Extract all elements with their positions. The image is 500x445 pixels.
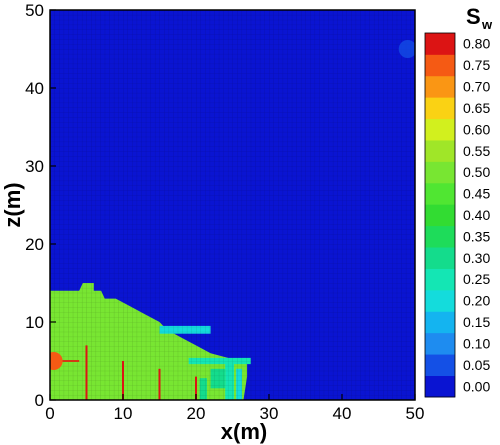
colorbar-swatch [425, 289, 455, 312]
colorbar-swatch [425, 311, 455, 334]
colorbar-swatch [425, 75, 455, 98]
x-axis-label: x(m) [221, 419, 267, 444]
colorbar-label: 0.25 [463, 271, 490, 287]
y-tick-label: 50 [25, 1, 44, 20]
y-tick-label: 20 [25, 235, 44, 254]
colorbar-swatch [425, 354, 455, 376]
y-tick-label: 30 [25, 157, 44, 176]
colorbar-swatch [425, 97, 455, 120]
monitor-well-marker [398, 40, 415, 58]
colorbar-swatch [425, 225, 455, 248]
y-tick-label: 40 [25, 79, 44, 98]
x-tick-label: 10 [114, 404, 133, 423]
colorbar-title-subscript: w [481, 17, 493, 32]
grid-mesh [50, 10, 415, 400]
colorbar-swatch [425, 204, 455, 227]
colorbar-label: 0.10 [463, 335, 490, 351]
colorbar-swatch [425, 247, 455, 269]
x-tick-label: 40 [333, 404, 352, 423]
colorbar-label: 0.05 [463, 357, 490, 373]
colorbar-label: 0.45 [463, 186, 490, 202]
colorbar-label: 0.50 [463, 164, 490, 180]
plot-frame [49, 9, 416, 401]
colorbar-swatch [425, 33, 455, 55]
colorbar-label: 0.40 [463, 207, 490, 223]
colorbar-label: 0.30 [463, 250, 490, 266]
colorbar-label: 0.75 [463, 57, 490, 73]
x-tick-label: 20 [187, 404, 206, 423]
colorbar-label: 0.00 [463, 378, 490, 394]
colorbar-label: 0.65 [463, 100, 490, 116]
x-tick-label: 50 [406, 404, 425, 423]
colorbar-swatch [425, 182, 455, 205]
colorbar-label: 0.80 [463, 36, 490, 52]
y-tick-label: 0 [35, 391, 44, 410]
colorbar-swatch [425, 268, 455, 291]
colorbar-label: 0.15 [463, 314, 490, 330]
y-axis: 0 10 20 30 40 50 [25, 1, 56, 410]
y-tick-label: 10 [25, 313, 44, 332]
colorbar-label: 0.60 [463, 121, 490, 137]
colorbar-label: 0.70 [463, 79, 490, 95]
colorbar-swatch [425, 332, 455, 355]
x-tick-label: 30 [260, 404, 279, 423]
colorbar-label: 0.35 [463, 228, 490, 244]
injection-well-marker [50, 352, 63, 370]
colorbar-label: 0.20 [463, 293, 490, 309]
plot-area [50, 10, 415, 400]
colorbar-swatch [425, 118, 455, 141]
y-axis-label: z(m) [0, 182, 25, 227]
colorbar-frame [424, 32, 456, 398]
colorbar-title: S [466, 4, 481, 29]
colorbar-swatch [425, 161, 455, 184]
colorbar-swatch [425, 140, 455, 162]
colorbar-swatch [425, 375, 455, 398]
colorbar-swatch [425, 54, 455, 77]
x-axis: 0 10 20 30 40 50 [45, 394, 424, 423]
colorbar-label: 0.55 [463, 143, 490, 159]
colorbar: 0.00 0.05 0.10 0.15 0.20 0.25 0.30 0.35 0.40 0.45… [424, 32, 490, 398]
x-tick-label: 0 [45, 404, 54, 423]
